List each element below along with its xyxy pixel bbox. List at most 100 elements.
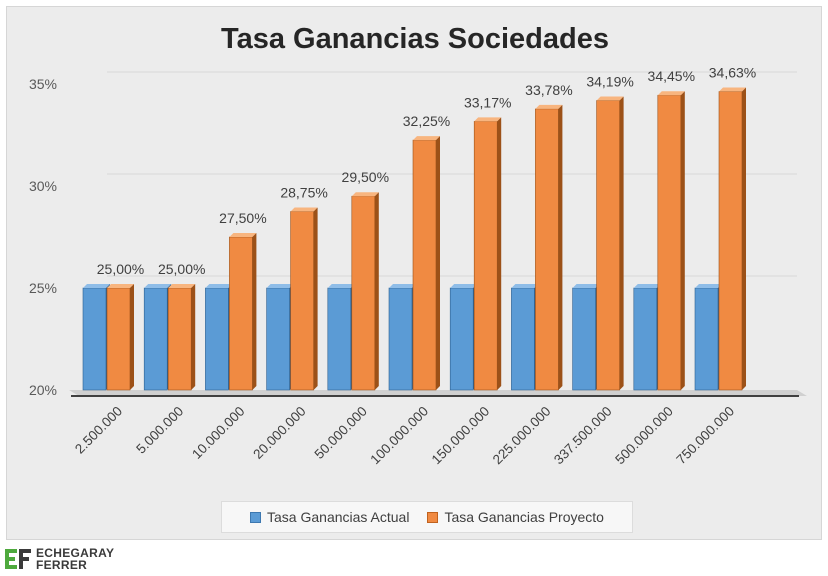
bar-proyecto-front <box>412 139 437 391</box>
bar-actual-top <box>572 284 600 288</box>
bar-actual <box>449 284 478 391</box>
chart-frame: 20% 25% 30% 35% 25,00% 2.500.000 25,00% 5.000.0… <box>6 6 822 540</box>
bar-actual-front <box>694 287 719 391</box>
bar-proyecto-side <box>252 233 257 390</box>
y-tick-label: 35% <box>29 76 57 92</box>
bar-proyecto <box>535 104 563 391</box>
bar-proyecto <box>167 284 196 391</box>
data-label-proyecto: 34,19% <box>586 74 633 90</box>
brand-name: ECHEGARAY FERRER <box>36 547 114 571</box>
data-label-proyecto: 32,25% <box>403 113 450 129</box>
bar-proyecto-front <box>351 195 376 391</box>
bar-actual-front <box>143 287 168 391</box>
bar-proyecto-front <box>718 91 743 391</box>
brand-name-line2: FERRER <box>36 558 88 572</box>
bar-actual-top <box>144 284 172 288</box>
bar-actual-front <box>572 287 596 391</box>
legend-item-actual[interactable]: Tasa Ganancias Actual <box>250 509 409 525</box>
bar-proyecto-top <box>413 136 440 141</box>
bar-actual <box>633 284 661 391</box>
x-tick-label: 50.000.000 <box>312 404 370 462</box>
bar-actual-front <box>633 287 658 391</box>
bar-proyecto <box>290 207 318 391</box>
x-tick-label: 20.000.000 <box>250 404 308 462</box>
bar-proyecto-top <box>596 96 624 101</box>
bar-actual <box>205 284 233 391</box>
bar-actual <box>388 284 416 391</box>
bar-actual <box>327 284 355 391</box>
bar-actual <box>572 284 600 391</box>
bar-proyecto-side <box>436 136 440 390</box>
legend-swatch-proyecto <box>427 511 439 523</box>
bar-actual-front <box>82 287 107 391</box>
bar-proyecto-side <box>313 207 318 390</box>
bar-proyecto-side <box>130 284 134 390</box>
legend-swatch-actual <box>250 511 262 523</box>
chart-floor <box>69 390 807 396</box>
bar-actual-top <box>633 284 661 288</box>
bar-actual-top <box>511 284 539 288</box>
bar-proyecto-side <box>374 192 379 390</box>
y-tick-label: 30% <box>29 178 57 194</box>
bar-proyecto-side <box>680 91 685 390</box>
brand-logo: ECHEGARAY FERRER <box>4 544 114 574</box>
x-tick-label: 750.000.000 <box>673 404 737 468</box>
x-tick-label: 225.000.000 <box>490 404 554 468</box>
bar-proyecto-side <box>742 87 746 390</box>
bar-actual-top <box>327 284 355 288</box>
chart-plot: 20% 25% 30% 35% 25,00% 2.500.000 25,00% 5.000.0… <box>29 65 807 468</box>
bar-proyecto <box>229 233 257 391</box>
x-tick-label: 150.000.000 <box>429 404 493 468</box>
y-tick-label: 20% <box>29 382 57 398</box>
bar-actual <box>511 284 539 391</box>
bar-actual-front <box>388 287 413 391</box>
bar-proyecto-front <box>229 236 253 391</box>
bar-proyecto-top <box>107 284 134 288</box>
bar-proyecto <box>718 87 746 391</box>
bar-actual-front <box>449 287 474 391</box>
x-tick-label: 337.500.000 <box>551 404 615 468</box>
bar-actual-top <box>695 284 722 288</box>
bar-proyecto <box>596 96 624 391</box>
bar-proyecto-top <box>351 192 379 197</box>
bar-proyecto-side <box>619 96 624 391</box>
data-label-proyecto: 33,78% <box>525 82 572 98</box>
bar-proyecto-top <box>657 91 685 96</box>
bar-proyecto-front <box>535 108 559 391</box>
bar-actual <box>82 284 110 391</box>
bar-proyecto <box>657 91 685 391</box>
bar-proyecto-front <box>473 121 498 391</box>
data-label-proyecto: 25,00% <box>97 261 144 277</box>
bar-proyecto-top <box>290 207 318 212</box>
chart-legend[interactable]: Tasa Ganancias Actual Tasa Ganancias Pro… <box>221 501 633 533</box>
bar-proyecto-front <box>596 100 620 391</box>
data-label-proyecto: 33,17% <box>464 94 511 110</box>
bar-proyecto <box>412 136 440 391</box>
data-label-proyecto: 25,00% <box>158 261 205 277</box>
chart-title: Tasa Ganancias Sociedades <box>221 23 609 55</box>
bar-actual-front <box>205 287 229 391</box>
data-label-proyecto: 34,63% <box>709 65 756 81</box>
bar-proyecto <box>106 284 134 391</box>
bar-proyecto-front <box>167 287 192 391</box>
legend-label-proyecto: Tasa Ganancias Proyecto <box>444 509 604 525</box>
bar-proyecto-top <box>535 104 563 109</box>
bar-proyecto-top <box>474 117 502 122</box>
bar-actual-top <box>450 284 478 288</box>
bar-actual-top <box>389 284 416 288</box>
bar-actual-top <box>83 284 110 288</box>
ef-logo-icon <box>5 549 31 569</box>
brand-name-line1: ECHEGARAY <box>36 546 115 560</box>
bar-actual <box>143 284 172 391</box>
bar-actual <box>266 284 294 391</box>
bar-proyecto-front <box>657 94 682 391</box>
bar-proyecto-front <box>106 287 131 391</box>
bar-actual-front <box>266 287 290 391</box>
data-label-proyecto: 28,75% <box>280 185 327 201</box>
x-tick-label: 500.000.000 <box>612 404 676 468</box>
bar-actual-front <box>511 287 535 391</box>
bar-proyecto <box>351 192 379 391</box>
data-label-proyecto: 27,50% <box>219 210 266 226</box>
data-label-proyecto: 29,50% <box>342 169 389 185</box>
legend-item-proyecto[interactable]: Tasa Ganancias Proyecto <box>427 509 604 525</box>
